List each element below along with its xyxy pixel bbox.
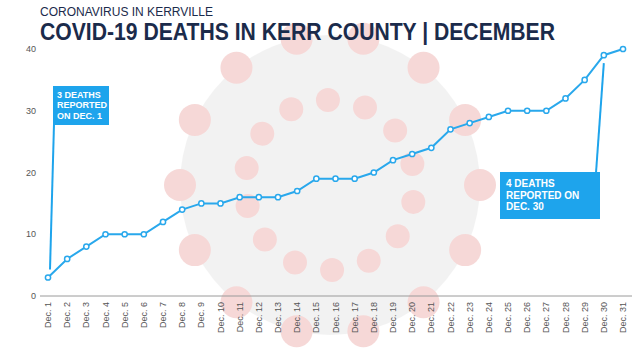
data-point — [563, 96, 568, 101]
annotation-pointer — [50, 124, 54, 269]
x-tick-label: Dec. 1 — [43, 302, 53, 328]
x-tick-label: Dec. 15 — [311, 302, 321, 333]
x-tick-label: Dec. 29 — [580, 302, 590, 333]
data-point — [582, 77, 587, 82]
data-point — [199, 201, 204, 206]
decoration — [180, 35, 480, 335]
x-tick-label: Dec. 3 — [81, 302, 91, 328]
x-tick-label: Dec. 5 — [120, 302, 130, 328]
title: COVID-19 DEATHS IN KERR COUNTY | DECEMBE… — [40, 18, 555, 45]
x-tick-label: Dec. 4 — [101, 302, 111, 328]
data-point — [390, 158, 395, 163]
decoration — [383, 118, 407, 142]
data-point — [352, 176, 357, 181]
y-tick-label: 30 — [26, 106, 36, 116]
x-tick-label: Dec. 21 — [426, 302, 436, 333]
x-tick-label: Dec. 27 — [541, 302, 551, 333]
data-point — [295, 188, 300, 193]
subtitle: CORONAVIRUS IN KERRVILLE — [40, 5, 213, 19]
x-tick-label: Dec. 8 — [177, 302, 187, 328]
data-point — [371, 170, 376, 175]
data-point — [122, 232, 127, 237]
y-tick-label: 10 — [26, 229, 36, 239]
chart: CORONAVIRUS IN KERRVILLECOVID-19 DEATHS … — [0, 0, 640, 360]
data-point — [448, 127, 453, 132]
x-tick-label: Dec. 16 — [331, 302, 341, 333]
decoration — [449, 234, 481, 266]
data-point — [103, 232, 108, 237]
x-tick-label: Dec. 25 — [503, 302, 513, 333]
x-tick-label: Dec. 22 — [446, 302, 456, 333]
data-point — [256, 195, 261, 200]
data-point — [275, 195, 280, 200]
decoration — [220, 52, 252, 84]
data-point — [65, 256, 70, 261]
x-tick-label: Dec. 26 — [522, 302, 532, 333]
data-point — [333, 176, 338, 181]
x-tick-label: Dec. 11 — [235, 302, 245, 332]
x-tick-label: Dec. 28 — [561, 302, 571, 333]
x-tick-label: Dec. 2 — [62, 302, 72, 328]
x-tick-label: Dec. 31 — [618, 302, 628, 333]
data-point — [141, 232, 146, 237]
y-tick-label: 0 — [31, 291, 36, 301]
x-axis — [40, 296, 632, 297]
annotation-pointer — [596, 63, 604, 173]
data-point — [467, 121, 472, 126]
decoration — [164, 169, 196, 201]
decoration — [401, 190, 425, 214]
x-tick-label: Dec. 18 — [369, 302, 379, 333]
decoration — [408, 52, 440, 84]
x-tick-label: Dec. 19 — [388, 302, 398, 333]
data-point — [620, 46, 625, 51]
x-tick-label: Dec. 23 — [465, 302, 475, 333]
x-tick-label: Dec. 13 — [273, 302, 283, 333]
data-point — [486, 114, 491, 119]
decoration — [320, 258, 344, 282]
x-tick-label: Dec. 30 — [599, 302, 609, 333]
decoration — [179, 234, 211, 266]
x-tick-label: Dec. 9 — [196, 302, 206, 328]
background-decoration — [164, 23, 496, 347]
decoration — [464, 169, 496, 201]
data-line — [48, 49, 623, 277]
data-point — [544, 108, 549, 113]
decoration — [386, 224, 410, 248]
data-point — [180, 207, 185, 212]
decoration — [283, 250, 307, 274]
decoration — [250, 122, 274, 146]
x-tick-label: Dec. 17 — [350, 302, 360, 333]
decoration — [179, 104, 211, 136]
y-tick-label: 40 — [26, 44, 36, 54]
data-point — [410, 151, 415, 156]
data-point — [314, 176, 319, 181]
data-point — [429, 145, 434, 150]
data-point — [45, 275, 50, 280]
x-tick-label: Dec. 10 — [216, 302, 226, 333]
data-point — [84, 244, 89, 249]
x-tick-label: Dec. 20 — [407, 302, 417, 333]
data-point — [160, 219, 165, 224]
decoration — [357, 249, 381, 273]
data-point — [218, 201, 223, 206]
x-tick-label: Dec. 14 — [292, 302, 302, 333]
data-point — [525, 108, 530, 113]
x-tick-label: Dec. 12 — [254, 302, 264, 333]
decoration — [279, 97, 303, 121]
data-point — [237, 195, 242, 200]
data-point — [601, 53, 606, 58]
x-tick-label: Dec. 24 — [484, 302, 494, 333]
annotation: 3 DEATHS REPORTED ON DEC. 1 — [53, 86, 109, 125]
x-tick-label: Dec. 6 — [139, 302, 149, 328]
data-point — [505, 108, 510, 113]
annotation: 4 DEATHS REPORTED ON DEC. 30 — [500, 172, 600, 219]
decoration — [316, 88, 340, 112]
y-tick-label: 20 — [26, 168, 36, 178]
plot-area — [45, 46, 625, 280]
x-tick-label: Dec. 7 — [158, 302, 168, 328]
decoration — [353, 96, 377, 120]
decoration — [253, 228, 277, 252]
decoration — [235, 156, 259, 180]
